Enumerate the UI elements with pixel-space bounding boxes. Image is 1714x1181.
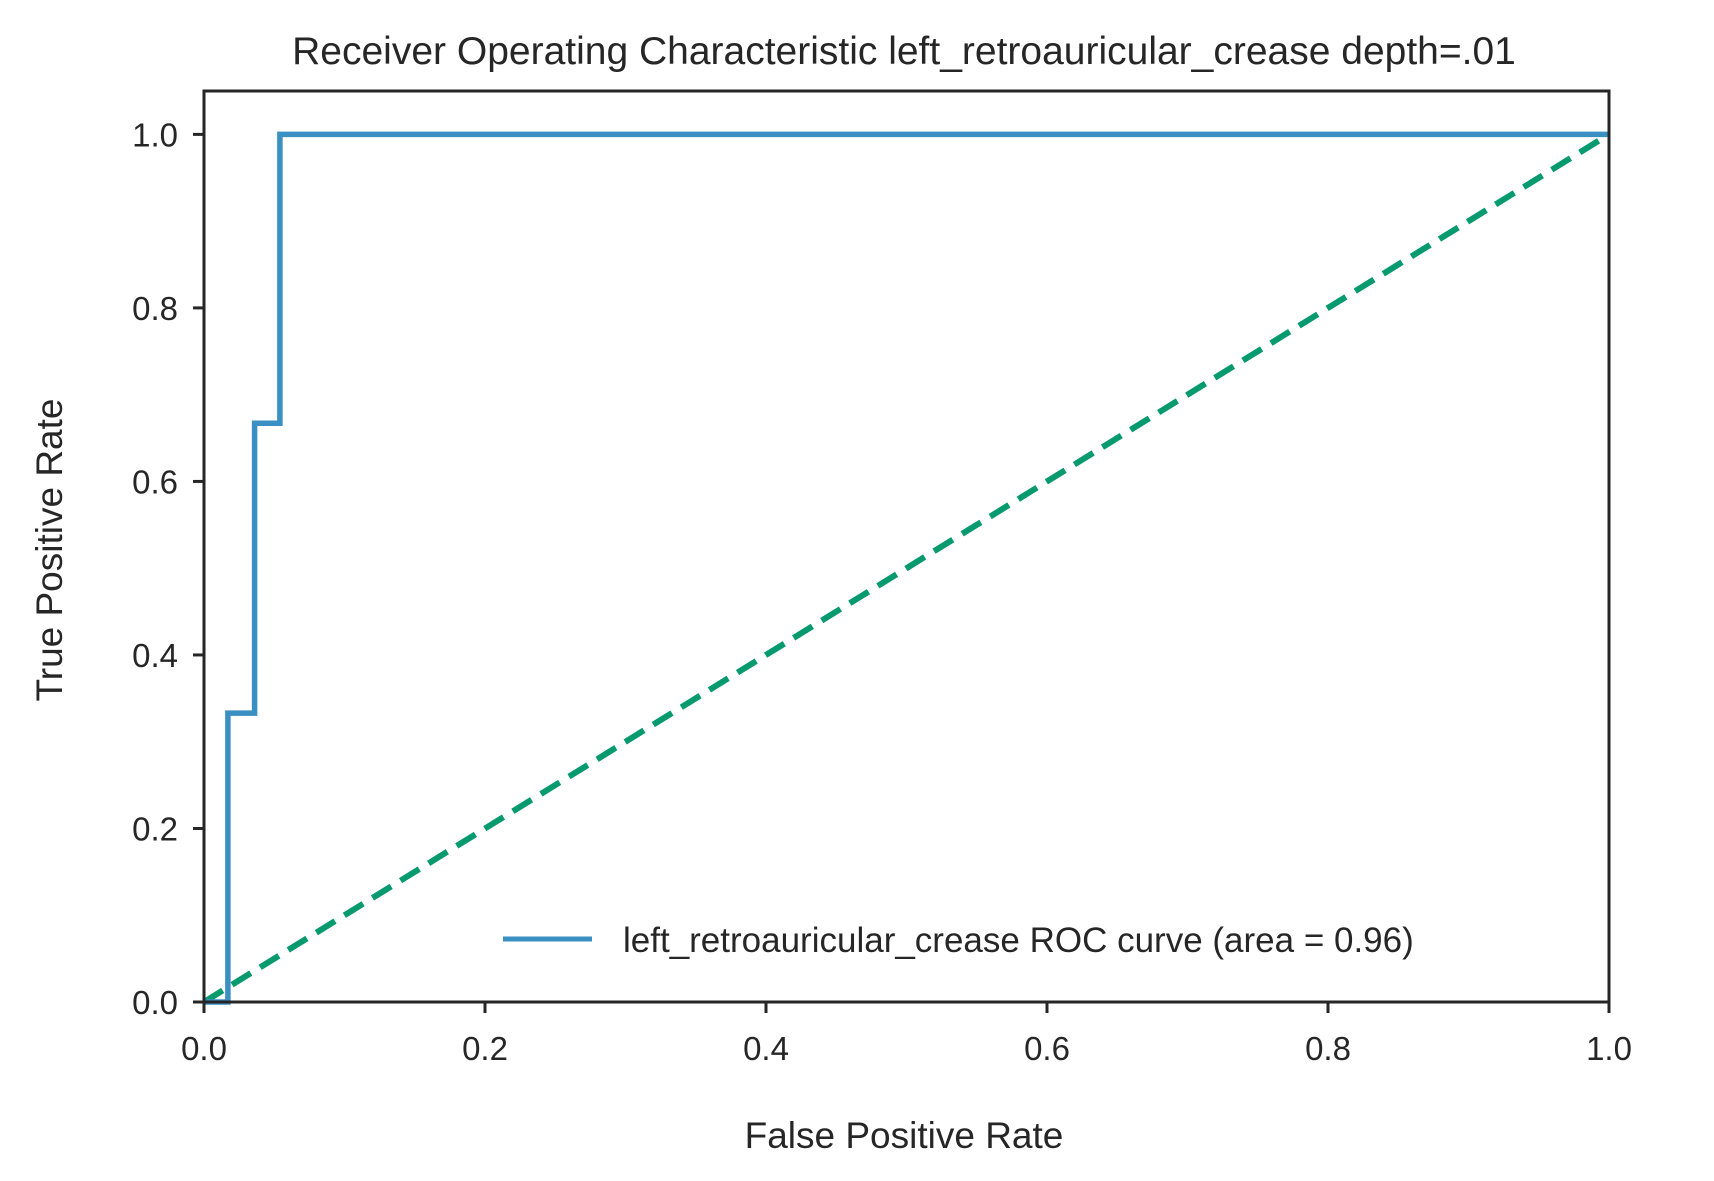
y-tick-label: 1.0 [132,116,178,153]
y-tick-label: 0.2 [132,810,178,847]
x-tick-label: 0.0 [181,1030,227,1067]
y-tick-label: 0.0 [132,984,178,1021]
chart-title: Receiver Operating Characteristic left_r… [292,30,1516,73]
axes: 0.0 0.2 0.4 0.6 0.8 1.0 0.0 0.2 0.4 0.6 0.8 1.0 [132,89,1632,1067]
x-tick-label: 0.6 [1024,1030,1070,1067]
plot-area [202,131,1611,1005]
x-tick-label: 1.0 [1586,1030,1632,1067]
y-tick-label: 0.8 [132,290,178,327]
x-tick-label: 0.2 [462,1030,508,1067]
y-tick-label: 0.4 [132,637,178,674]
x-axis-label: False Positive Rate [745,1115,1064,1156]
y-axis-label: True Positive Rate [29,399,70,702]
x-tick-label: 0.4 [743,1030,789,1067]
x-tick-label: 0.8 [1305,1030,1351,1067]
y-tick-label: 0.6 [132,463,178,500]
chance-line [202,131,1611,1005]
legend-label: left_retroauricular_crease ROC curve (ar… [623,921,1414,960]
plot-frame [202,89,1611,1004]
legend: left_retroauricular_crease ROC curve (ar… [503,921,1414,960]
roc-curve [204,131,1609,1005]
